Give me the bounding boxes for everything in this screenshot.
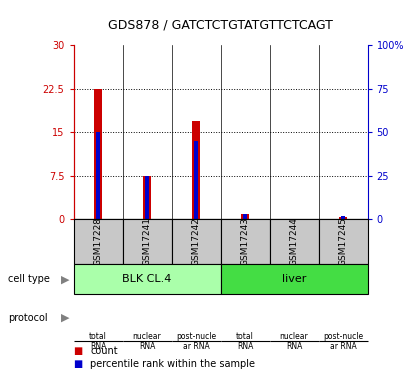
- Text: GSM17241: GSM17241: [142, 217, 152, 266]
- Text: count: count: [90, 346, 118, 355]
- Bar: [171, 219, 220, 264]
- Text: liver: liver: [282, 274, 306, 284]
- Bar: [339, 217, 347, 219]
- Text: GSM17228: GSM17228: [94, 217, 102, 266]
- Bar: [143, 176, 152, 219]
- Bar: [220, 264, 368, 294]
- Text: BLK CL.4: BLK CL.4: [122, 274, 172, 284]
- Text: ▶: ▶: [61, 274, 69, 284]
- Bar: [194, 141, 198, 219]
- Bar: [74, 264, 220, 294]
- Bar: [341, 216, 345, 219]
- Text: total
RNA: total RNA: [89, 332, 107, 351]
- Text: post-nucle
ar RNA: post-nucle ar RNA: [323, 332, 363, 351]
- Bar: [192, 121, 200, 219]
- Text: nuclear
RNA: nuclear RNA: [280, 332, 308, 351]
- Text: GSM17244: GSM17244: [289, 217, 299, 266]
- Text: total
RNA: total RNA: [236, 332, 254, 351]
- Text: ■: ■: [74, 359, 83, 369]
- Bar: [145, 176, 149, 219]
- Bar: [243, 214, 247, 219]
- Text: cell type: cell type: [8, 274, 50, 284]
- Bar: [220, 219, 270, 264]
- Text: ■: ■: [74, 346, 83, 355]
- Bar: [123, 219, 171, 264]
- Bar: [270, 219, 318, 264]
- Text: protocol: protocol: [8, 313, 48, 323]
- Text: nuclear
RNA: nuclear RNA: [133, 332, 161, 351]
- Text: ▶: ▶: [61, 313, 69, 323]
- Bar: [94, 88, 102, 219]
- Text: GSM17242: GSM17242: [192, 217, 200, 266]
- Bar: [241, 214, 249, 219]
- Bar: [74, 219, 123, 264]
- Bar: [96, 132, 100, 219]
- Text: GDS878 / GATCTCTGTATGTTCTCAGT: GDS878 / GATCTCTGTATGTTCTCAGT: [108, 19, 333, 32]
- Text: percentile rank within the sample: percentile rank within the sample: [90, 359, 255, 369]
- Text: GSM17245: GSM17245: [339, 217, 347, 266]
- Bar: [318, 219, 368, 264]
- Text: GSM17243: GSM17243: [241, 217, 249, 266]
- Text: post-nucle
ar RNA: post-nucle ar RNA: [176, 332, 216, 351]
